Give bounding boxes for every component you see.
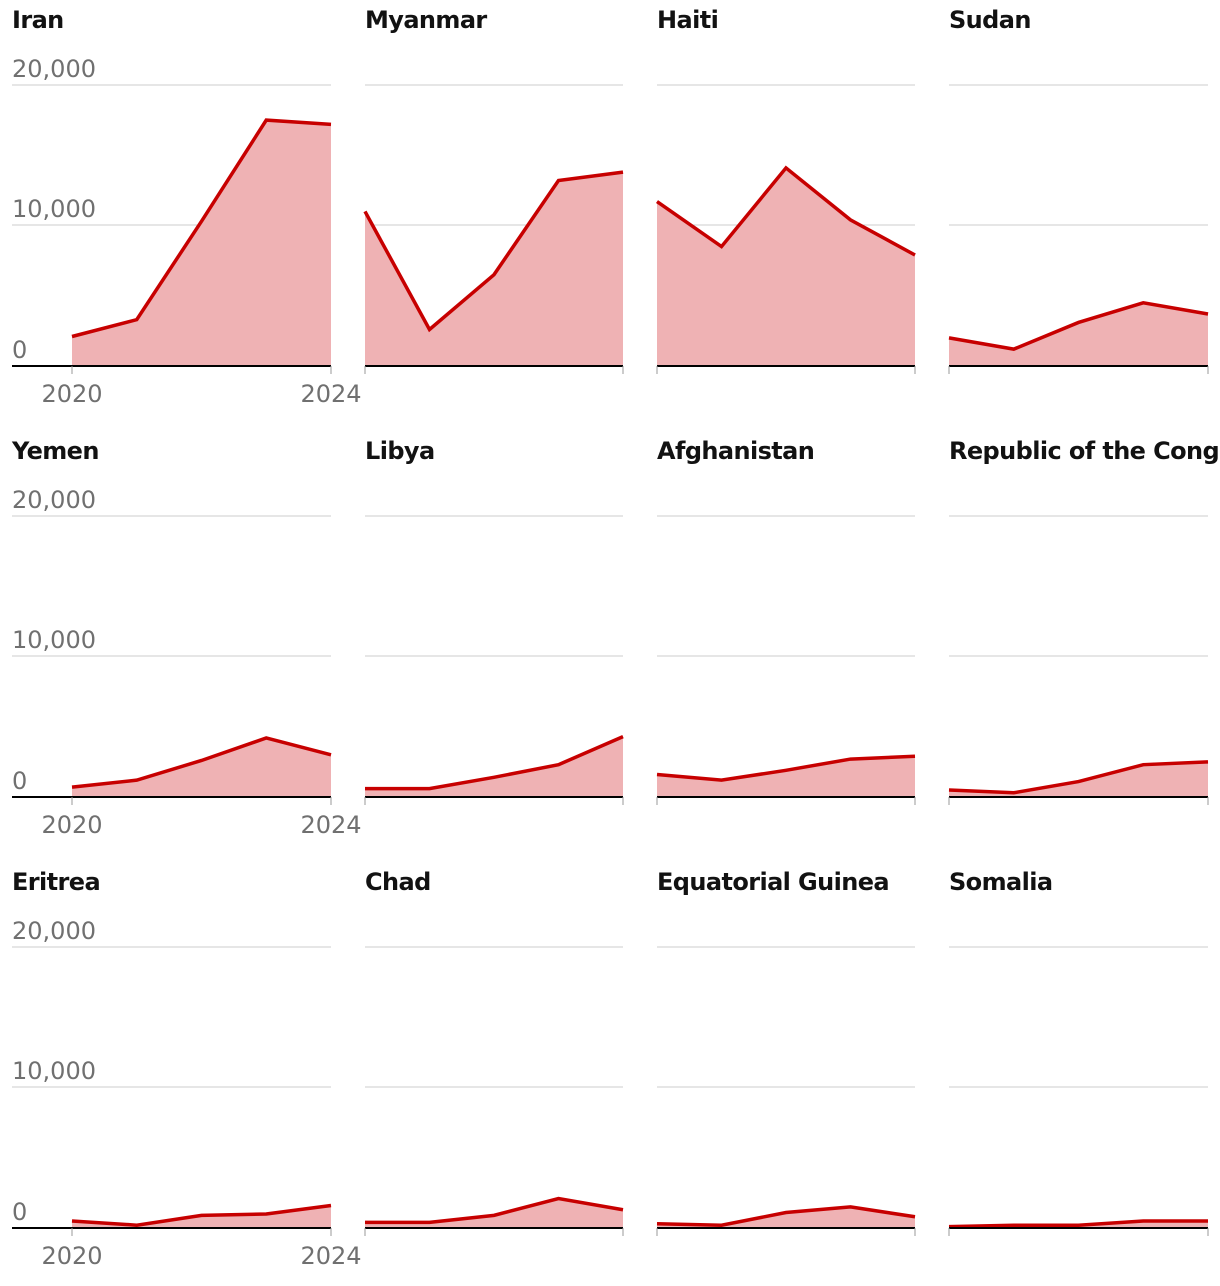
panel-title: Afghanistan bbox=[657, 437, 815, 465]
y-tick-label: 20,000 bbox=[12, 55, 96, 83]
x-tick-label: 2024 bbox=[300, 811, 361, 839]
y-tick-label: 10,000 bbox=[12, 626, 96, 654]
series-area bbox=[949, 761, 1208, 797]
series-area bbox=[657, 167, 915, 366]
y-tick-label: 10,000 bbox=[12, 195, 96, 223]
panel-title: Yemen bbox=[12, 437, 99, 465]
x-tick-label: 2020 bbox=[41, 1242, 102, 1270]
x-tick-label: 2020 bbox=[41, 380, 102, 408]
panel-title: Iran bbox=[12, 6, 64, 34]
x-tick-label: 2024 bbox=[300, 1242, 361, 1270]
panel-title: Republic of the Congo bbox=[949, 437, 1220, 465]
panel-title: Chad bbox=[365, 868, 431, 896]
series-area bbox=[365, 172, 623, 366]
series-area bbox=[72, 737, 331, 797]
x-tick-label: 2024 bbox=[300, 380, 361, 408]
series-area bbox=[72, 120, 331, 366]
y-tick-label: 20,000 bbox=[12, 486, 96, 514]
y-tick-label: 0 bbox=[12, 336, 27, 364]
y-tick-label: 20,000 bbox=[12, 917, 96, 945]
panel-title: Somalia bbox=[949, 868, 1053, 896]
y-tick-label: 0 bbox=[12, 1198, 27, 1226]
panel-title: Equatorial Guinea bbox=[657, 868, 890, 896]
y-tick-label: 10,000 bbox=[12, 1057, 96, 1085]
series-area bbox=[657, 756, 915, 797]
panel-title: Libya bbox=[365, 437, 435, 465]
series-area bbox=[365, 1198, 623, 1228]
panel-title: Sudan bbox=[949, 6, 1031, 34]
y-tick-label: 0 bbox=[12, 767, 27, 795]
x-tick-label: 2020 bbox=[41, 811, 102, 839]
panel-title: Haiti bbox=[657, 6, 719, 34]
series-area bbox=[657, 1206, 915, 1228]
panel-title: Myanmar bbox=[365, 6, 487, 34]
panel-title: Eritrea bbox=[12, 868, 101, 896]
series-area bbox=[365, 736, 623, 797]
